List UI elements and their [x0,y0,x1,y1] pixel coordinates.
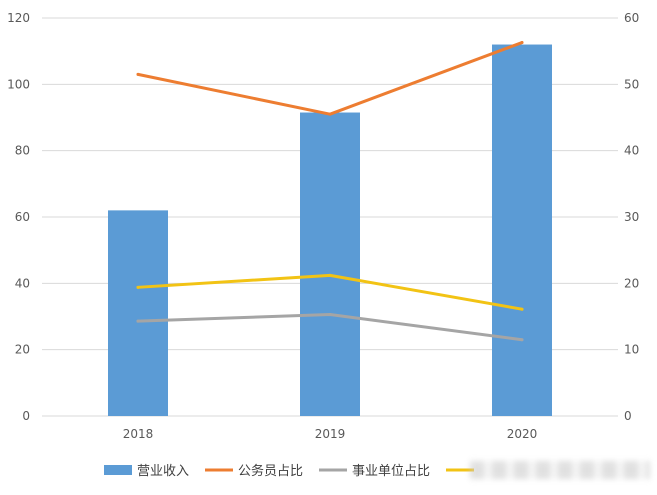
x-tick-label: 2020 [507,427,538,441]
line-point [328,112,332,116]
left-tick-label: 20 [15,343,30,357]
series-line [136,41,524,116]
left-tick-label: 120 [7,11,30,25]
right-tick-label: 40 [624,144,639,158]
left-tick-label: 40 [15,276,30,290]
right-y-axis: 0 10 20 30 40 50 60 [624,11,639,423]
left-tick-label: 0 [22,409,30,423]
left-tick-label: 80 [15,144,30,158]
left-tick-label: 100 [7,77,30,91]
line-point [520,307,524,311]
line-point [520,41,524,45]
bar [492,44,552,417]
legend-swatch [104,465,132,475]
line-point [136,319,140,323]
line-point [328,273,332,277]
legend-label: 事业单位占比 [352,464,430,479]
x-tick-label: 2019 [315,427,346,441]
right-tick-label: 30 [624,210,639,224]
left-y-axis: 0 20 40 60 80 100 120 [7,11,30,423]
bar-series [108,44,552,417]
bar [108,210,168,416]
obscured-watermark [470,461,650,479]
right-tick-label: 20 [624,276,639,290]
bar [300,112,360,417]
x-tick-label: 2018 [123,427,154,441]
line-point [520,338,524,342]
left-tick-label: 60 [15,210,30,224]
line-point [328,313,332,317]
line-point [136,285,140,289]
legend-label: 公务员占比 [238,463,303,479]
line-point [136,72,140,76]
right-tick-label: 50 [624,77,639,91]
chart-legend: 营业收入 公务员占比 事业单位占比 [104,463,474,479]
right-tick-label: 60 [624,11,639,25]
legend-label: 营业收入 [137,464,189,479]
line-series [136,41,524,342]
x-axis: 2018 2019 2020 [123,427,538,441]
right-tick-label: 0 [624,409,632,423]
right-tick-label: 10 [624,343,639,357]
